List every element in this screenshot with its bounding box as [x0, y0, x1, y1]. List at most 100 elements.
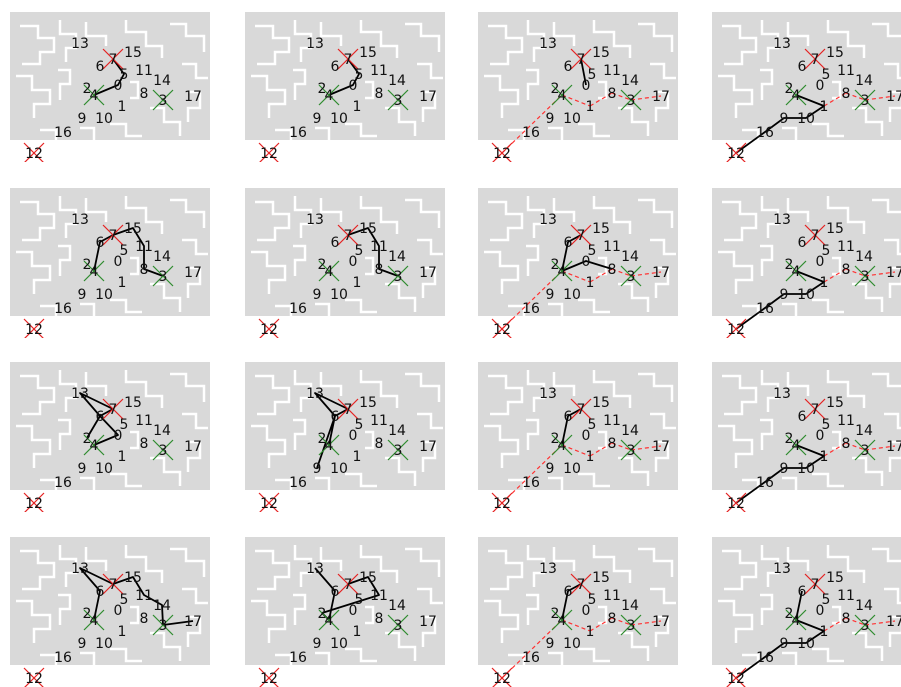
node-label-8: 8 — [842, 86, 851, 102]
node-label-3: 3 — [159, 443, 168, 459]
node-label-15: 15 — [826, 395, 844, 411]
node-label-8: 8 — [140, 86, 149, 102]
node-label-3: 3 — [394, 618, 403, 634]
panel-6: 0 1 2 3 4 5 6 7 8 9 10 11 12 13 14 15 16 17 — [478, 188, 678, 338]
map-boundaries — [16, 20, 208, 140]
node-label-6: 6 — [96, 59, 105, 75]
green-marker-3 — [620, 614, 642, 636]
node-label-7: 7 — [811, 228, 820, 244]
panel-14: 0 1 2 3 4 5 6 7 8 9 10 11 12 13 14 15 16 17 — [478, 537, 678, 687]
red-marker-7 — [337, 48, 359, 70]
node-label-17: 17 — [652, 614, 670, 630]
red-marker-7 — [804, 48, 826, 70]
map-background — [478, 12, 678, 140]
red-marker-7 — [102, 398, 124, 420]
node-label-2: 2 — [318, 431, 327, 447]
node-label-13: 13 — [539, 386, 557, 402]
node-label-13: 13 — [773, 212, 791, 228]
red-marker-12 — [258, 492, 280, 512]
green-marker-3 — [152, 614, 174, 636]
node-label-6: 6 — [564, 235, 573, 251]
green-marker-4 — [83, 84, 105, 106]
node-label-9: 9 — [546, 287, 555, 303]
node-label-10: 10 — [330, 287, 348, 303]
node-label-6: 6 — [96, 235, 105, 251]
node-label-1: 1 — [353, 99, 362, 115]
node-label-16: 16 — [756, 475, 774, 491]
dashed-edge-1 — [845, 92, 866, 101]
node-label-5: 5 — [120, 67, 129, 83]
node-label-4: 4 — [90, 613, 99, 629]
node-label-11: 11 — [370, 239, 388, 255]
map-boundaries — [484, 370, 676, 490]
solution-path — [93, 58, 125, 96]
green-marker-4 — [318, 84, 340, 106]
node-label-7: 7 — [811, 402, 820, 418]
node-label-13: 13 — [773, 561, 791, 577]
green-marker-3 — [620, 89, 642, 111]
red-marker-7 — [804, 224, 826, 246]
green-marker-3 — [387, 614, 409, 636]
node-label-16: 16 — [756, 650, 774, 666]
green-marker-4 — [83, 434, 105, 456]
node-label-1: 1 — [586, 275, 595, 291]
node-label-17: 17 — [419, 265, 437, 281]
dashed-edge-1 — [561, 270, 591, 283]
node-label-8: 8 — [375, 436, 384, 452]
node-label-11: 11 — [603, 413, 621, 429]
node-label-3: 3 — [159, 269, 168, 285]
map-boundaries — [484, 545, 676, 665]
node-label-15: 15 — [124, 395, 142, 411]
node-label-16: 16 — [756, 125, 774, 141]
node-label-4: 4 — [792, 438, 801, 454]
node-label-17: 17 — [886, 265, 901, 281]
node-label-1: 1 — [820, 275, 829, 291]
map-boundaries — [251, 20, 443, 140]
node-label-6: 6 — [331, 235, 340, 251]
node-label-10: 10 — [563, 111, 581, 127]
dashed-edge-0 — [823, 268, 847, 283]
node-label-7: 7 — [577, 577, 586, 593]
node-label-15: 15 — [124, 221, 142, 237]
node-label-12: 12 — [25, 671, 43, 687]
node-label-12: 12 — [260, 671, 278, 687]
node-label-5: 5 — [822, 417, 831, 433]
node-label-9: 9 — [780, 461, 789, 477]
node-label-6: 6 — [798, 235, 807, 251]
node-label-1: 1 — [353, 275, 362, 291]
node-label-5: 5 — [355, 67, 364, 83]
dashed-edge-2 — [589, 442, 613, 457]
node-label-14: 14 — [388, 249, 406, 265]
node-label-8: 8 — [375, 86, 384, 102]
green-marker-3 — [854, 439, 876, 461]
solution-path — [735, 270, 825, 330]
dashed-edge-1 — [561, 444, 591, 457]
dashed-edge-0 — [823, 442, 847, 457]
node-label-7: 7 — [811, 577, 820, 593]
map-background — [478, 362, 678, 490]
node-label-10: 10 — [330, 461, 348, 477]
node-label-14: 14 — [153, 249, 171, 265]
node-label-14: 14 — [621, 423, 639, 439]
panel-5: 0 1 2 3 4 5 6 7 8 9 10 11 12 13 14 15 16 17 — [245, 188, 445, 338]
green-marker-4 — [785, 84, 807, 106]
node-label-6: 6 — [798, 584, 807, 600]
node-label-16: 16 — [54, 475, 72, 491]
green-marker-4 — [551, 609, 573, 631]
node-label-6: 6 — [564, 59, 573, 75]
node-label-7: 7 — [344, 52, 353, 68]
node-label-16: 16 — [522, 125, 540, 141]
node-label-8: 8 — [140, 262, 149, 278]
node-label-2: 2 — [318, 257, 327, 273]
node-label-3: 3 — [159, 618, 168, 634]
node-label-8: 8 — [140, 436, 149, 452]
node-label-11: 11 — [603, 239, 621, 255]
node-label-0: 0 — [349, 428, 358, 444]
node-label-9: 9 — [313, 636, 322, 652]
